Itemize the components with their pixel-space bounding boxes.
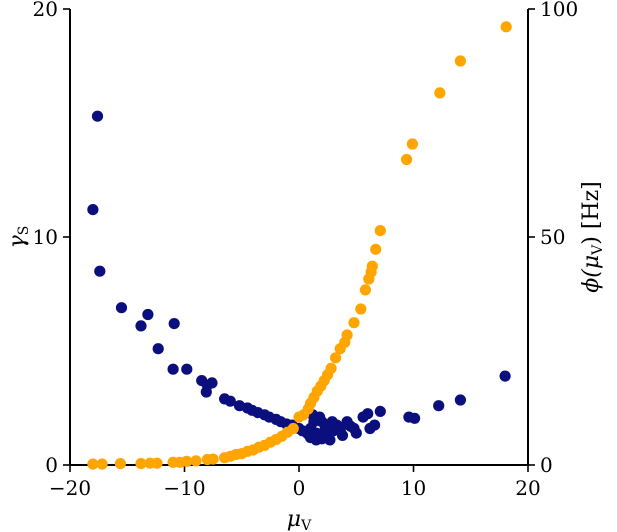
gamma-point [152,343,164,355]
gamma-point [115,302,128,314]
phi-point [406,138,418,150]
phi-point [114,458,126,470]
phi-point [374,225,386,237]
y2-tick-label: 100 [540,0,578,21]
phi-point [190,455,202,467]
phi-point [96,458,108,470]
x-tick-label: 10 [401,476,426,500]
gamma-point [324,434,336,446]
phi-point [359,284,371,296]
gamma-point [374,405,386,417]
gamma-point [168,318,180,330]
gamma-point [454,394,466,406]
phi-point [348,317,360,329]
phi-point [87,458,99,470]
x-axis-label: μV [287,507,312,532]
gamma-point [135,320,147,332]
phi-point [151,457,163,469]
phi-point [370,243,382,255]
phi-point [135,458,147,470]
gamma-point [350,427,362,439]
gamma-point [200,386,212,398]
gamma-point [91,110,104,122]
phi-point [181,455,193,467]
phi-point [454,55,466,67]
gamma-point [94,265,106,277]
x-tick-label: −20 [49,476,91,500]
phi-point [207,453,219,465]
series-layer [87,21,512,470]
gamma-point [499,370,511,382]
phi-point [355,303,367,315]
gamma-point [181,363,193,375]
y-tick-label: 0 [45,453,58,477]
phi-point [287,422,299,435]
gamma-point [167,363,179,375]
gamma-point [409,412,421,424]
phi-point [325,362,337,374]
phi-point [500,21,512,33]
gamma-point [369,419,381,431]
x-tick-label: 0 [293,476,306,500]
phi-point [401,153,413,166]
y2-tick-label: 50 [540,225,565,249]
x-tick-label: 20 [515,476,540,500]
phi-point [366,260,378,272]
gamma-point [362,408,374,420]
gamma-point [336,429,349,441]
phi-point [341,329,353,341]
phi-point [434,87,446,99]
y-axis-label: γS [5,226,32,249]
y2-tick-label: 0 [540,453,553,477]
gamma-point [224,395,236,407]
gamma-series [87,110,511,446]
phi-point [330,352,342,364]
y-tick-label: 10 [33,225,58,249]
y2-axis-label: ϕ(μV) [Hz] [579,181,606,293]
gamma-point [433,400,445,412]
phi-series [87,21,512,470]
gamma-point [206,377,218,389]
y-tick-label: 20 [33,0,58,21]
gamma-point [87,204,99,216]
gamma-point [142,308,154,321]
x-tick-label: −10 [163,476,205,500]
